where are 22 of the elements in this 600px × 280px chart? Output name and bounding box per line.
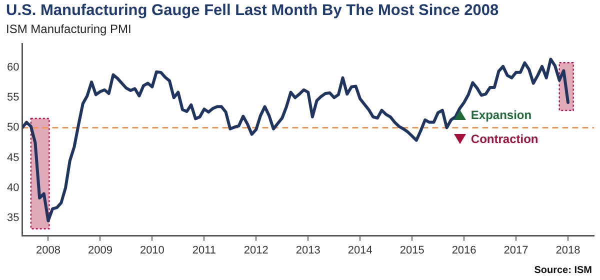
y-tick-label: 50 <box>6 122 20 134</box>
x-tick-label: 2012 <box>244 244 268 256</box>
x-tick-label: 2009 <box>88 244 112 256</box>
x-tick-label: 2013 <box>296 244 320 256</box>
x-tick-label: 2016 <box>452 244 476 256</box>
x-tick-label: 2014 <box>348 244 372 256</box>
annotation: Contraction <box>470 132 538 146</box>
y-tick-label: 60 <box>6 62 20 74</box>
x-tick-label: 2010 <box>140 244 164 256</box>
source-note: Source: ISM <box>534 265 592 276</box>
x-tick-label: 2015 <box>400 244 424 256</box>
x-tick-label: 2011 <box>192 244 216 256</box>
x-tick-label: 2017 <box>504 244 528 256</box>
y-tick-label: 45 <box>6 152 20 164</box>
y-tick-label: 55 <box>6 92 20 104</box>
y-tick-label: 35 <box>6 212 20 224</box>
annotation: Expansion <box>470 108 532 122</box>
y-tick-label: 40 <box>6 182 20 194</box>
chart-subtitle: ISM Manufacturing PMI <box>6 22 132 36</box>
x-tick-label: 2008 <box>36 244 60 256</box>
x-tick-label: 2018 <box>556 244 580 256</box>
chart-title: U.S. Manufacturing Gauge Fell Last Month By The Most Since 2008 <box>6 2 499 20</box>
